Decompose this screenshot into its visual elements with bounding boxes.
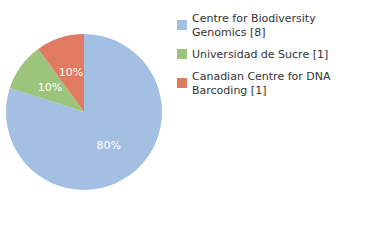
svg-text:10%: 10% xyxy=(59,66,83,79)
svg-text:Universidad de Sucre [1]: Universidad de Sucre [1] xyxy=(192,48,328,61)
svg-text:Centre for Biodiversity: Centre for Biodiversity xyxy=(192,12,319,25)
svg-text:Barcoding [1]: Barcoding [1] xyxy=(192,84,266,97)
svg-text:10%: 10% xyxy=(38,81,62,94)
svg-text:Genomics [8]: Genomics [8] xyxy=(192,26,266,39)
svg-text:80%: 80% xyxy=(96,139,120,152)
svg-text:Canadian Centre for DNA: Canadian Centre for DNA xyxy=(192,70,334,83)
